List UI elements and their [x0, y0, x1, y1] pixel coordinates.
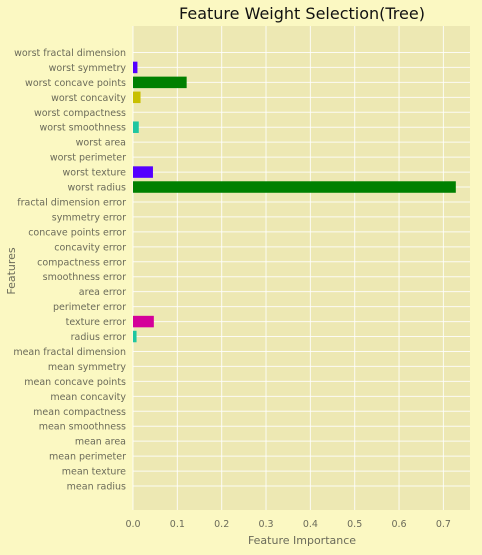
bar-worst-texture — [133, 166, 153, 178]
y-tick-label: mean area — [75, 437, 126, 448]
y-tick-labels: mean radius mean texture mean perimeter mea… — [13, 48, 126, 493]
y-tick-label: concave points error — [28, 227, 126, 238]
y-tick-label: mean smoothness — [39, 422, 126, 433]
x-tick-label: 0.4 — [303, 519, 318, 530]
y-tick-label: smoothness error — [43, 272, 126, 283]
bar-worst-smoothness — [133, 121, 139, 133]
y-tick-label: mean radius — [67, 482, 126, 493]
x-axis-title: Feature Importance — [248, 534, 356, 547]
y-tick-label: worst fractal dimension — [14, 48, 126, 59]
x-tick-label: 0.7 — [436, 519, 451, 530]
x-tick-label: 0.5 — [347, 519, 362, 530]
x-tick-label: 0.1 — [170, 519, 185, 530]
y-tick-label: concavity error — [54, 242, 126, 253]
y-tick-label: radius error — [71, 332, 126, 343]
bars — [133, 61, 456, 343]
y-tick-label: worst symmetry — [49, 63, 127, 74]
y-axis-title: Features — [5, 247, 18, 295]
bar-worst-concavity — [133, 91, 141, 104]
y-tick-label: fractal dimension error — [17, 197, 126, 208]
y-tick-label: area error — [79, 287, 126, 298]
y-tick-label: worst smoothness — [39, 123, 126, 134]
bar-texture-error — [133, 315, 154, 328]
y-tick-label: worst concave points — [25, 78, 126, 89]
bar-worst-symmetry — [133, 61, 138, 74]
y-tick-label: texture error — [66, 317, 126, 328]
y-tick-label: mean perimeter — [49, 452, 126, 463]
y-tick-label: perimeter error — [53, 302, 126, 313]
x-tick-label: 0.2 — [214, 519, 229, 530]
y-tick-label: worst perimeter — [50, 153, 126, 164]
y-tick-label: mean concavity — [50, 392, 126, 403]
bar-worst-radius — [133, 181, 456, 193]
y-tick-label: mean texture — [62, 467, 126, 478]
y-tick-label: mean fractal dimension — [13, 347, 126, 358]
bar-worst-concave-points — [133, 76, 187, 89]
y-tick-label: worst area — [76, 138, 126, 149]
chart-title: Feature Weight Selection(Tree) — [179, 4, 425, 23]
y-tick-label: mean compactness — [33, 407, 126, 418]
y-tick-label: mean symmetry — [48, 362, 127, 373]
x-tick-label: 0.0 — [125, 519, 140, 530]
x-tick-label: 0.3 — [258, 519, 273, 530]
bar-radius-error — [133, 330, 137, 343]
y-tick-label: worst radius — [67, 183, 126, 194]
y-tick-label: worst concavity — [51, 93, 126, 104]
y-tick-label: worst compactness — [34, 108, 126, 119]
y-tick-label: symmetry error — [52, 212, 126, 223]
x-tick-labels: 0.0 0.1 0.2 0.3 0.4 0.5 0.6 0.7 — [125, 519, 451, 530]
grid-lines — [132, 26, 470, 510]
y-tick-label: worst texture — [63, 168, 127, 179]
plot-area — [133, 26, 470, 510]
x-tick-label: 0.6 — [391, 519, 406, 530]
y-tick-label: mean concave points — [24, 377, 126, 388]
y-tick-label: compactness error — [37, 257, 126, 268]
